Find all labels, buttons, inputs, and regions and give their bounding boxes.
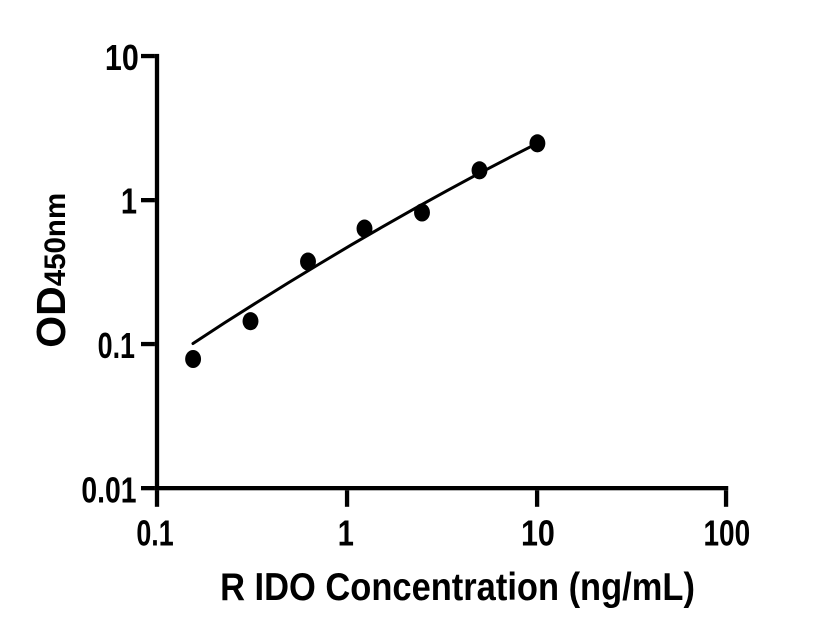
svg-text:0.1: 0.1	[98, 325, 135, 366]
svg-text:R IDO Concentration (ng/mL): R IDO Concentration (ng/mL)	[220, 565, 695, 608]
svg-text:1: 1	[338, 512, 354, 553]
svg-text:0.01: 0.01	[81, 470, 136, 510]
svg-text:0.1: 0.1	[136, 512, 173, 553]
svg-text:10: 10	[521, 514, 555, 554]
svg-text:1: 1	[121, 181, 137, 222]
svg-text:10: 10	[105, 39, 139, 79]
svg-text:100: 100	[703, 513, 750, 553]
